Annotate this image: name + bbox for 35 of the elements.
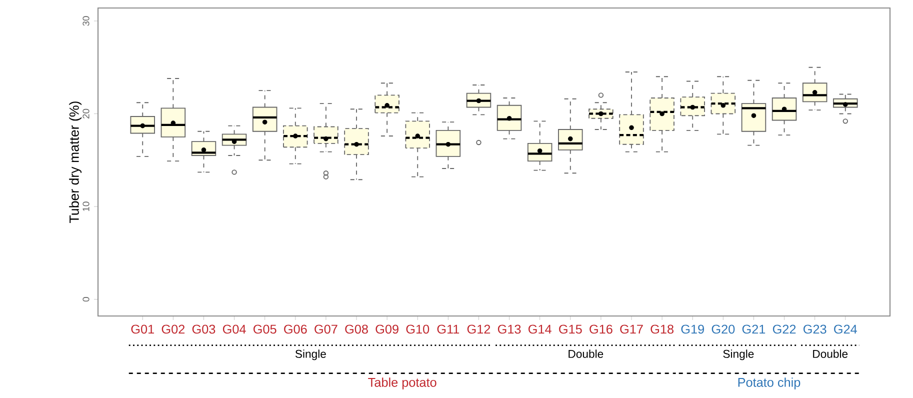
y-tick-label: 20 [82, 108, 90, 118]
x-tick-label: G01 [131, 324, 154, 334]
x-tick-label: G22 [772, 324, 796, 334]
x-tick-label: G23 [803, 324, 826, 334]
text: Table potato [368, 378, 436, 390]
x-tick-label: G19 [681, 324, 704, 334]
x-tick-label: G06 [284, 324, 307, 334]
x-tick-label: G11 [437, 324, 460, 334]
x-tick-label: G14 [528, 324, 552, 334]
x-tick-label: G03 [192, 324, 216, 334]
y-tick-label: 10 [82, 202, 90, 211]
x-tick-label: G10 [406, 324, 430, 334]
text: Single [295, 350, 326, 360]
text: Potato chip [738, 378, 800, 390]
x-tick-label: G07 [314, 324, 338, 334]
y-axis-title: Tuber dry matter (%) [69, 102, 82, 223]
y-tick-label: 30 [82, 16, 90, 26]
x-tick-label: G08 [345, 324, 368, 334]
x-tick-label: G24 [834, 324, 857, 334]
x-tick-label: G18 [650, 324, 674, 334]
text: Single [723, 350, 754, 360]
x-tick-label: G15 [559, 324, 582, 334]
x-tick-label: G20 [712, 324, 735, 334]
text: Double [568, 350, 604, 358]
x-tick-label: G04 [222, 324, 246, 334]
x-tick-label: G05 [254, 324, 276, 334]
x-tick-label: G12 [467, 324, 490, 334]
text: Double [813, 350, 848, 358]
x-tick-label: G21 [742, 324, 766, 334]
x-tick-label: G17 [620, 324, 643, 334]
x-tick-label: G13 [498, 324, 521, 334]
x-tick-label: G02 [162, 324, 185, 334]
y-tick-label: 0 [82, 297, 90, 302]
x-tick-label: G09 [376, 324, 398, 334]
x-tick-label: G16 [590, 324, 612, 334]
